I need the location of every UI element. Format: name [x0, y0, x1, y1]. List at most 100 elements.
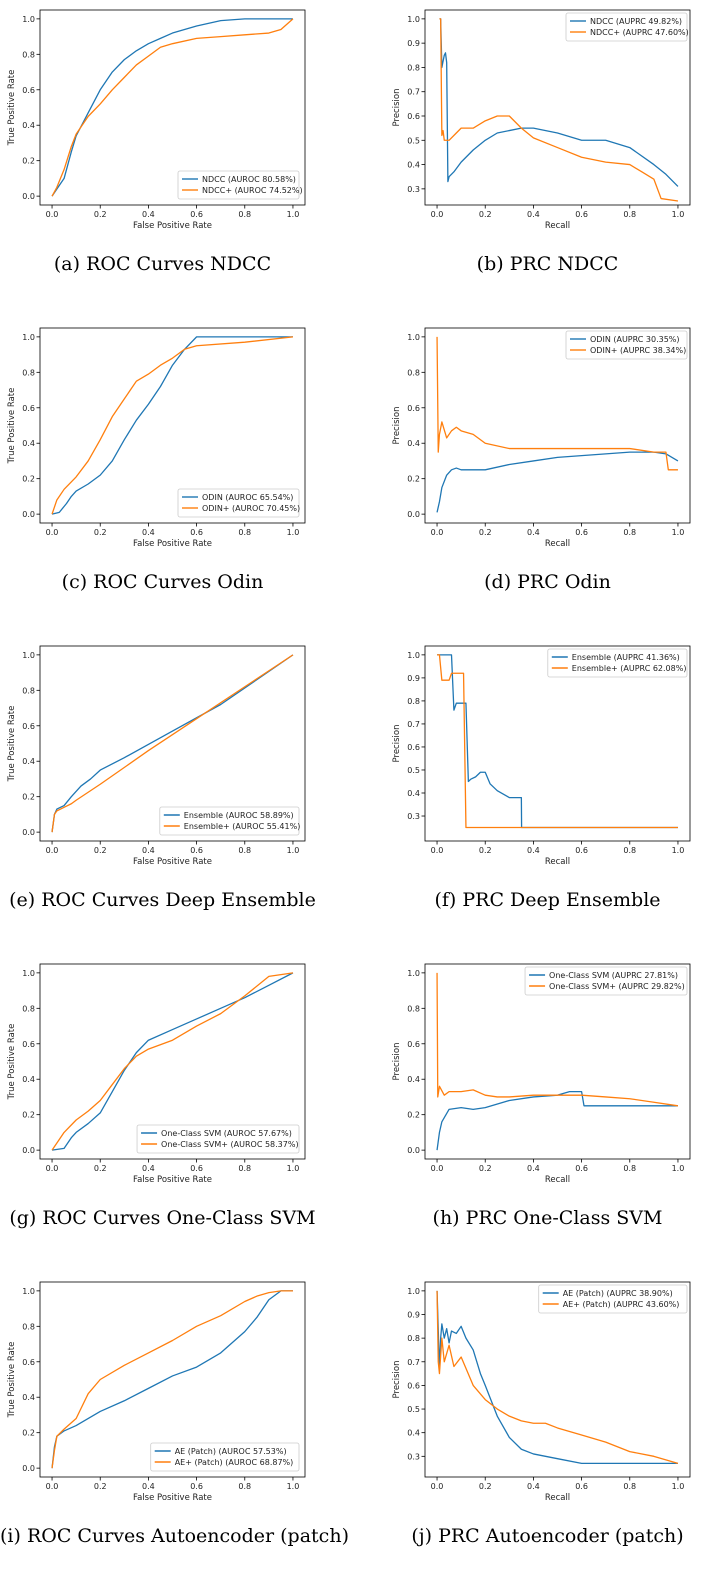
series-line-plus — [51, 972, 294, 1151]
x-tick-label: 0.6 — [190, 528, 203, 537]
x-tick-label: 0.2 — [94, 846, 107, 855]
y-tick-label: 1.0 — [407, 333, 420, 342]
y-tick-label: 0.8 — [22, 1004, 35, 1013]
legend-box — [177, 170, 300, 200]
y-tick-label: 0.2 — [407, 475, 420, 484]
legend-box — [150, 1442, 300, 1472]
x-axis-label: False Positive Rate — [133, 1493, 212, 1503]
chart-caption-h: (h) PRC One-Class SVM — [432, 1207, 663, 1229]
x-tick-label: 1.0 — [672, 528, 685, 537]
x-tick-label: 0.8 — [623, 528, 636, 537]
y-tick-label: 1.0 — [22, 15, 35, 24]
y-tick-label: 0.8 — [22, 686, 35, 695]
y-tick-label: 0.0 — [407, 510, 420, 519]
legend-entry: ODIN+ (AUPRC 38.34%) — [590, 346, 686, 355]
y-tick-label: 1.0 — [22, 969, 35, 978]
legend-entry: AE+ (Patch) (AUROC 68.87%) — [175, 1458, 294, 1467]
y-tick-label: 0.8 — [407, 1004, 420, 1013]
y-tick-label: 0.4 — [407, 439, 420, 448]
x-axis-label: Recall — [545, 1493, 570, 1503]
series-line-baseline — [51, 654, 294, 833]
series-line-baseline — [436, 1290, 678, 1465]
y-tick-label: 0.2 — [22, 1429, 35, 1438]
x-tick-label: 0.0 — [46, 1164, 59, 1173]
y-axis-label: Precision — [392, 407, 402, 445]
legend-entry: NDCC (AUROC 80.58%) — [202, 175, 296, 184]
y-tick-label: 0.0 — [22, 192, 35, 201]
y-tick-label: 0.7 — [407, 1358, 420, 1367]
x-tick-label: 0.6 — [575, 846, 588, 855]
plot-frame — [39, 645, 306, 842]
y-tick-label: 0.6 — [407, 1381, 420, 1390]
y-tick-label: 0.6 — [22, 404, 35, 413]
x-tick-label: 0.2 — [479, 528, 492, 537]
y-tick-label: 0.6 — [22, 1358, 35, 1367]
y-tick-label: 1.0 — [22, 1287, 35, 1296]
x-tick-label: 0.0 — [431, 210, 444, 219]
plot-frame — [39, 9, 306, 206]
series-line-plus — [436, 336, 678, 471]
y-tick-label: 0.4 — [407, 789, 420, 798]
x-tick-label: 0.4 — [142, 846, 155, 855]
series-line-plus — [51, 654, 294, 833]
y-tick-label: 0.9 — [407, 39, 420, 48]
legend-entry: Ensemble+ (AUPRC 62.08%) — [572, 664, 687, 673]
x-tick-label: 0.2 — [479, 846, 492, 855]
x-tick-label: 0.8 — [238, 210, 251, 219]
y-axis-label: True Positive Rate — [7, 1342, 17, 1419]
x-tick-label: 0.0 — [46, 1482, 59, 1491]
legend-entry: One-Class SVM (AUPRC 27.81%) — [549, 971, 678, 980]
y-tick-label: 0.3 — [407, 1452, 420, 1461]
legend-entry: Ensemble+ (AUROC 55.41%) — [184, 822, 301, 831]
legend: NDCC (AUPRC 49.82%) NDCC+ (AUPRC 47.60%) — [565, 12, 689, 42]
y-axis-label: Precision — [392, 1361, 402, 1399]
plot-frame — [39, 327, 306, 524]
x-tick-label: 0.8 — [623, 1482, 636, 1491]
x-tick-label: 0.4 — [527, 846, 540, 855]
y-tick-label: 0.4 — [407, 1075, 420, 1084]
legend: AE (Patch) (AUPRC 38.90%) AE+ (Patch) (AU… — [538, 1284, 688, 1314]
series-line-plus — [436, 1290, 679, 1465]
y-axis-label: True Positive Rate — [7, 1024, 17, 1101]
y-tick-label: 0.8 — [407, 63, 420, 72]
series-line-baseline — [439, 18, 679, 187]
y-tick-label: 0.6 — [22, 86, 35, 95]
y-tick-label: 0.5 — [407, 1405, 420, 1414]
y-tick-label: 1.0 — [407, 969, 420, 978]
x-tick-label: 0.2 — [479, 1164, 492, 1173]
legend-box — [565, 12, 688, 42]
chart-caption-i: (i) ROC Curves Autoencoder (patch) — [0, 1525, 349, 1547]
y-tick-label: 0.8 — [407, 697, 420, 706]
x-tick-label: 1.0 — [287, 846, 300, 855]
y-tick-label: 0.0 — [22, 1146, 35, 1155]
chart-caption-g: (g) ROC Curves One-Class SVM — [9, 1207, 316, 1229]
x-tick-label: 0.0 — [46, 528, 59, 537]
x-tick-label: 0.4 — [527, 1164, 540, 1173]
y-tick-label: 1.0 — [407, 15, 420, 24]
x-tick-label: 0.8 — [623, 210, 636, 219]
x-tick-label: 0.2 — [94, 1164, 107, 1173]
x-tick-label: 0.4 — [527, 210, 540, 219]
series-line-baseline — [437, 654, 678, 829]
series-line-baseline — [436, 1090, 678, 1151]
x-tick-label: 0.6 — [575, 1482, 588, 1491]
x-tick-label: 0.6 — [575, 210, 588, 219]
x-tick-label: 0.2 — [479, 1482, 492, 1491]
y-tick-label: 0.6 — [22, 722, 35, 731]
x-tick-label: 0.6 — [575, 528, 588, 537]
plot-frame — [424, 1281, 691, 1478]
y-tick-label: 0.4 — [22, 121, 35, 130]
x-axis-label: False Positive Rate — [133, 1175, 212, 1185]
x-tick-label: 0.0 — [431, 846, 444, 855]
plot-frame — [39, 1281, 306, 1478]
legend-entry: AE+ (Patch) (AUPRC 43.60%) — [563, 1300, 680, 1309]
x-tick-label: 1.0 — [287, 210, 300, 219]
x-tick-label: 1.0 — [287, 528, 300, 537]
y-tick-label: 0.2 — [22, 793, 35, 802]
legend-entry: NDCC (AUPRC 49.82%) — [590, 17, 682, 26]
x-tick-label: 0.6 — [190, 210, 203, 219]
